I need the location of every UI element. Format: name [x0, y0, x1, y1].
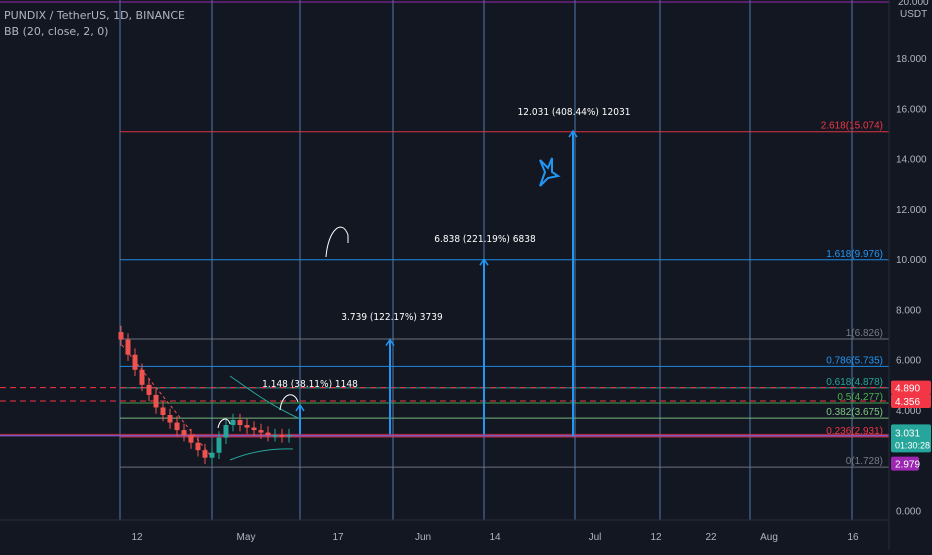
- candle-body-4: [146, 384, 152, 395]
- time-tick-8: Aug: [760, 532, 778, 543]
- fib-level-label-1: 1.618(9.976): [826, 249, 883, 260]
- price-tick-4: 10.000: [896, 255, 927, 266]
- measure-label-3: 12.031 (408.44%) 12031: [518, 107, 631, 118]
- candle-body-3: [139, 369, 145, 385]
- candle-body-5: [153, 394, 159, 408]
- purple-price-badge: 2.979: [895, 460, 920, 471]
- fib-level-label-7: 0.236(2.931): [826, 426, 883, 437]
- time-tick-7: 22: [705, 532, 717, 543]
- price-axis-currency: USDT: [900, 9, 927, 20]
- price-tick-1: 16.000: [896, 104, 927, 115]
- indicator-label: BB (20, close, 2, 0): [4, 25, 109, 38]
- candle-body-11: [195, 442, 201, 451]
- candle-body-21: [265, 432, 271, 436]
- candle-body-18: [244, 425, 250, 428]
- price-tick-7: 4.000: [896, 406, 921, 417]
- measure-arrowhead-1: [385, 338, 395, 347]
- countdown-timer: 01:30:28: [895, 440, 930, 450]
- candle-body-22: [272, 435, 278, 437]
- price-tick-8: 0.000: [896, 507, 921, 518]
- candle-body-2: [132, 354, 138, 370]
- price-axis-top-partial: 20.000: [898, 0, 929, 8]
- candle-body-9: [181, 430, 187, 436]
- candle-body-14: [216, 437, 222, 453]
- candle-body-6: [160, 407, 166, 416]
- candle-body-23: [279, 435, 285, 437]
- price-badge-upper-bg: [891, 380, 931, 395]
- candle-body-13: [209, 452, 215, 458]
- time-tick-3: Jun: [415, 532, 431, 543]
- candle-body-19: [251, 427, 257, 431]
- current-price-badge: 3.031: [895, 428, 920, 439]
- time-tick-0: 12: [131, 532, 143, 543]
- time-tick-1: May: [237, 532, 256, 543]
- fib-level-label-2: 1(6.826): [846, 328, 883, 339]
- measure-label-2: 6.838 (221.19%) 6838: [434, 234, 536, 245]
- candle-body-15: [223, 425, 229, 438]
- time-tick-9: 16: [847, 532, 859, 543]
- current-price-badge-bg: [891, 424, 931, 453]
- symbol-title: PUNDIX / TetherUS, 1D, BINANCE: [4, 9, 185, 22]
- measure-arrowhead-3: [568, 129, 578, 138]
- price-tick-0: 18.000: [896, 54, 927, 65]
- hand-drawn-rabbit-shape: [539, 157, 561, 187]
- hand-drawn-arc-mini: [217, 418, 231, 429]
- candle-body-1: [125, 339, 131, 355]
- price-tick-2: 14.000: [896, 155, 927, 166]
- candle-body-12: [202, 450, 208, 458]
- price-badge-lower: 4.356: [895, 397, 920, 408]
- bb-upper-band: [229, 375, 299, 419]
- fib-level-label-4: 0.618(4.878): [826, 377, 883, 388]
- measure-arrowhead-2: [479, 257, 489, 266]
- time-tick-2: 17: [332, 532, 344, 543]
- time-tick-6: 12: [650, 532, 662, 543]
- measure-label-0: 1.148 (38.11%) 1148: [262, 379, 358, 390]
- candle-body-0: [118, 332, 124, 340]
- candle-body-24: [286, 435, 292, 437]
- price-tick-5: 8.000: [896, 305, 921, 316]
- candle-body-16: [230, 420, 236, 426]
- measure-label-1: 3.739 (122.17%) 3739: [341, 312, 443, 323]
- price-tick-3: 12.000: [896, 205, 927, 216]
- fib-level-label-3: 0.786(5.735): [826, 355, 883, 366]
- time-tick-5: Jul: [589, 532, 602, 543]
- candle-body-20: [258, 430, 264, 433]
- candle-body-8: [174, 422, 180, 431]
- hand-drawn-arc-large: [325, 226, 349, 258]
- fib-level-label-0: 2.618(15.074): [821, 121, 883, 132]
- candle-body-17: [237, 420, 243, 426]
- fib-level-label-5: 0.5(4.277): [837, 392, 883, 403]
- candle-body-10: [188, 435, 194, 443]
- time-tick-4: 14: [489, 532, 501, 543]
- price-badge-lower-bg: [891, 394, 931, 409]
- bb-lower-band: [229, 448, 294, 461]
- purple-price-badge-bg: [891, 456, 919, 471]
- candle-body-7: [167, 415, 173, 423]
- price-tick-6: 6.000: [896, 356, 921, 367]
- price-badge-upper: 4.890: [895, 384, 920, 395]
- measure-arrowhead-0: [295, 403, 305, 412]
- fib-level-label-8: 0(1.728): [846, 456, 883, 467]
- fib-level-label-6: 0.382(3.675): [826, 407, 883, 418]
- hand-drawn-arc-small: [279, 394, 299, 411]
